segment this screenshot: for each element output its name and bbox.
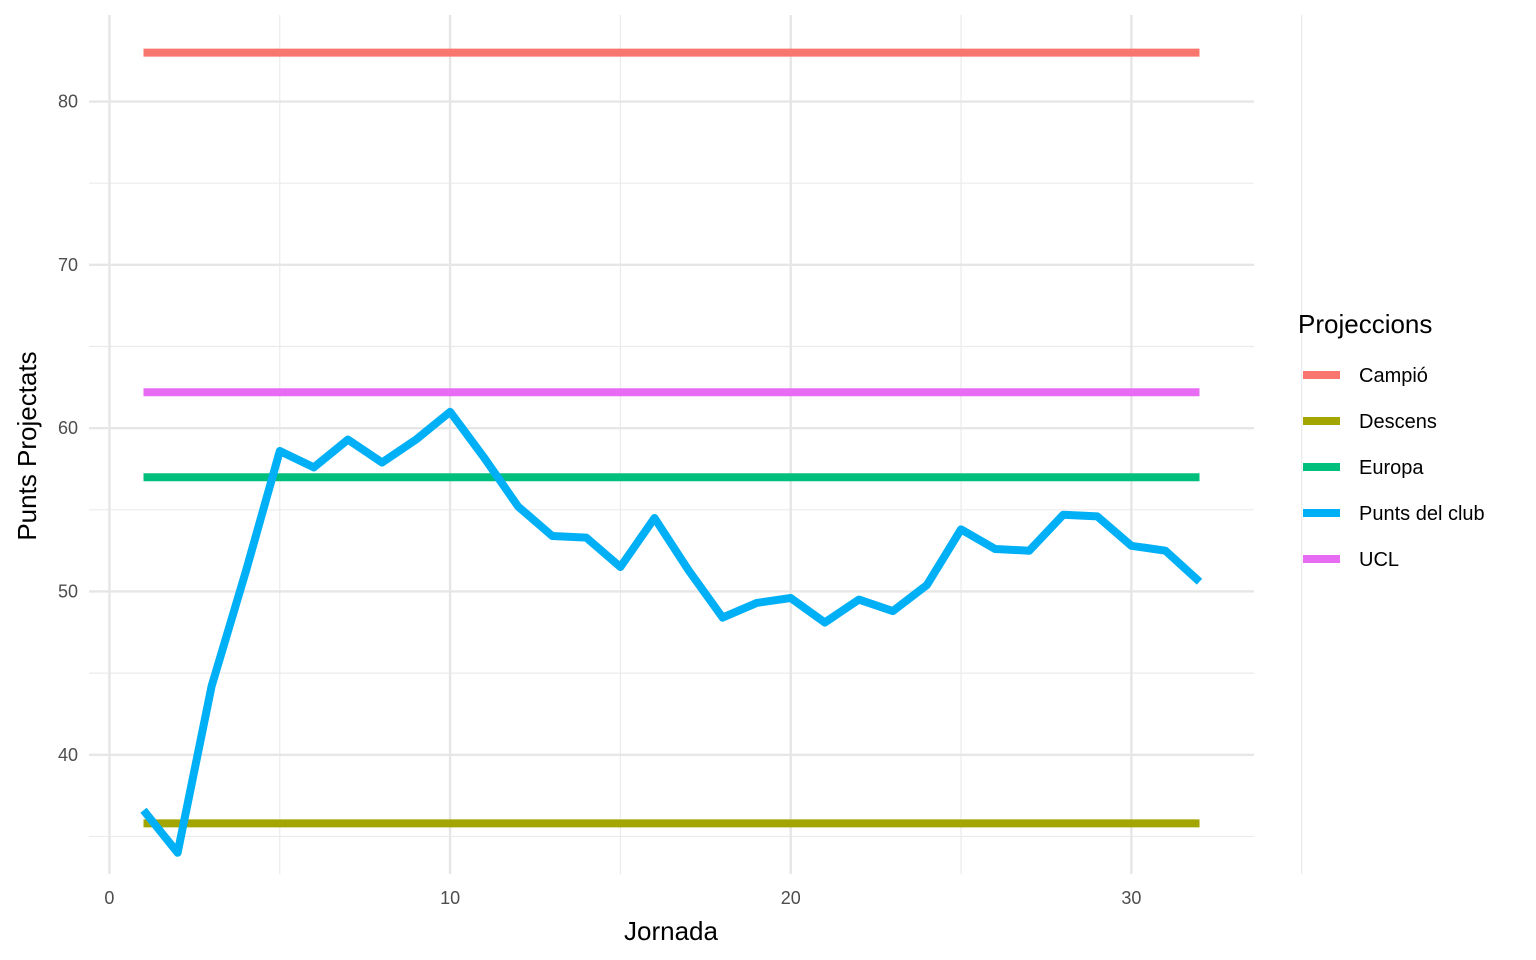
legend-label: Campió — [1359, 365, 1428, 387]
series-lines — [140, 48, 1203, 857]
y-tick-label: 60 — [58, 418, 78, 438]
y-tick-label: 80 — [58, 92, 78, 112]
major-gridlines — [89, 15, 1254, 874]
legend-label: Descens — [1359, 411, 1437, 433]
legend-label: UCL — [1359, 549, 1399, 571]
x-tick-label: 10 — [440, 888, 460, 908]
legend-title: Projeccions — [1298, 309, 1432, 339]
x-tick-label: 20 — [781, 888, 801, 908]
series-line-punts-del-club — [140, 407, 1203, 857]
legend: Projeccions Campió Descens Europa Punts del… — [1298, 309, 1485, 571]
x-tick-label: 30 — [1121, 888, 1141, 908]
x-axis-tick-labels: 0 10 20 30 — [104, 888, 1141, 908]
legend-label: Punts del club — [1359, 503, 1485, 525]
legend-label: Europa — [1359, 457, 1424, 479]
y-axis-tick-labels: 40 50 60 70 80 — [58, 92, 78, 765]
y-tick-label: 40 — [58, 745, 78, 765]
y-tick-label: 70 — [58, 255, 78, 275]
x-tick-label: 0 — [104, 888, 114, 908]
y-axis-title: Punts Projectats — [12, 351, 42, 540]
y-tick-label: 50 — [58, 581, 78, 601]
minor-gridlines — [89, 15, 1303, 874]
x-axis-title: Jornada — [624, 916, 718, 946]
